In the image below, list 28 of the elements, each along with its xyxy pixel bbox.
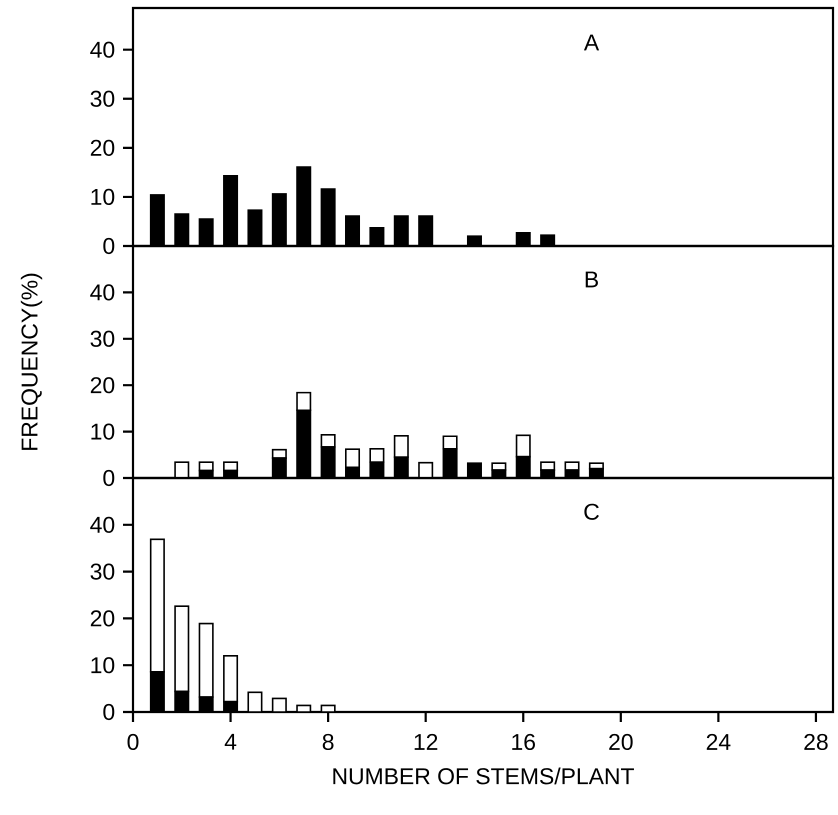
y-tick-label: 30	[90, 330, 114, 347]
y-tick-label: 10	[91, 657, 114, 674]
x-tick-label: 24	[706, 734, 730, 750]
y-tick-label: 0	[103, 704, 114, 720]
x-tick-label: 8	[322, 734, 334, 750]
y-tick-label: 30	[90, 563, 114, 580]
y-tick-label: 20	[90, 610, 114, 627]
y-tick-label: 10	[91, 423, 114, 440]
y-axis-title: FREQUENCY(%)	[20, 274, 42, 450]
text: B	[586, 272, 598, 288]
x-tick-label: 4	[224, 734, 236, 750]
x-axis-title: NUMBER OF STEMS/PLANT	[333, 768, 634, 784]
y-tick-label: 40	[90, 42, 114, 58]
y-tick-label: 40	[90, 516, 114, 533]
y-tick-label: 20	[90, 140, 114, 156]
y-tick-label: 10	[91, 188, 114, 206]
text: C	[584, 504, 599, 520]
y-tick-label: 20	[90, 377, 114, 394]
x-tick-label: 0	[128, 734, 138, 750]
x-tick-label: 12	[414, 734, 438, 750]
x-tick-label: 28	[804, 734, 828, 750]
x-tick-label: 20	[609, 734, 633, 750]
y-tick-label: 30	[90, 90, 114, 107]
y-tick-label: 40	[90, 284, 114, 301]
y-tick-label: 0	[103, 238, 114, 254]
y-tick-label: 0	[103, 470, 114, 486]
text: A	[584, 34, 600, 50]
x-tick-label: 16	[512, 734, 535, 750]
